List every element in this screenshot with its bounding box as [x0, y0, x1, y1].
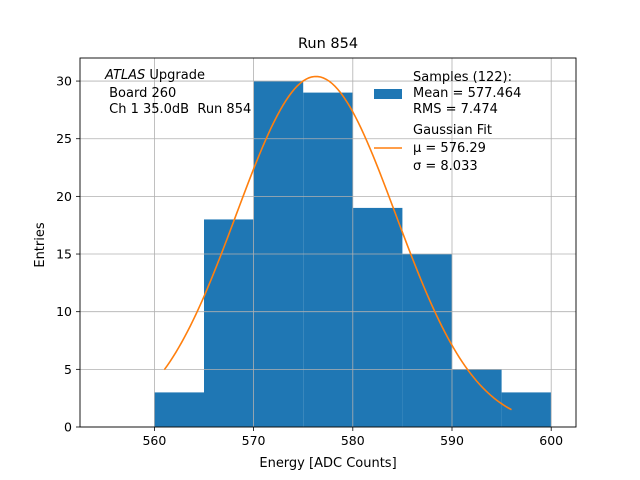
histogram-bin-4: [352, 207, 403, 427]
legend-fit-label: Gaussian Fit: [413, 123, 492, 138]
x-tick-label-0: 560: [142, 433, 166, 448]
chart-title: Run 854: [298, 36, 358, 52]
plot-frame: [79, 57, 577, 428]
x-tick-label-3: 590: [440, 433, 464, 448]
legend-samples-mean: Mean = 577.464: [413, 86, 521, 101]
histogram-bin-0: [154, 392, 204, 427]
legend-fit-sigma: σ = 8.033: [413, 159, 478, 174]
legend-samples-swatch: [374, 89, 402, 99]
histogram-bin-5: [402, 254, 452, 427]
histogram-bin-1: [204, 219, 254, 427]
y-tick-label-0: 0: [64, 420, 72, 435]
annotation-board: Board 260: [105, 86, 176, 101]
y-tick-label-3: 15: [56, 247, 72, 262]
x-tick-label-4: 600: [539, 433, 563, 448]
y-axis-ticks: 0 5 10 15 20 25 30: [56, 74, 80, 435]
annotation-line-1: ATLAS Upgrade: [104, 68, 205, 83]
gaussian-fit-curve: [163, 75, 512, 411]
annotation-channel-run: Ch 1 35.0dB Run 854: [105, 102, 251, 117]
legend-fit-mu: μ = 576.29: [413, 141, 486, 156]
x-tick-label-2: 580: [341, 433, 365, 448]
legend-samples-rms: RMS = 7.474: [413, 102, 498, 117]
y-axis-label: Entries: [33, 222, 48, 268]
histogram-bin-3: [303, 92, 353, 427]
histogram-bin-7: [501, 392, 552, 427]
x-axis-ticks: 560 570 580 590 600: [142, 427, 563, 448]
upgrade-label: Upgrade: [145, 68, 205, 83]
y-tick-label-5: 25: [56, 131, 72, 146]
y-tick-label-1: 5: [64, 362, 72, 377]
y-tick-label-2: 10: [56, 304, 72, 319]
y-tick-label-4: 20: [56, 189, 72, 204]
y-tick-label-6: 30: [56, 74, 72, 89]
x-tick-label-1: 570: [242, 433, 266, 448]
legend-samples-label: Samples (122):: [413, 70, 512, 85]
x-axis-label: Energy [ADC Counts]: [259, 456, 396, 471]
atlas-label: ATLAS: [104, 68, 145, 83]
